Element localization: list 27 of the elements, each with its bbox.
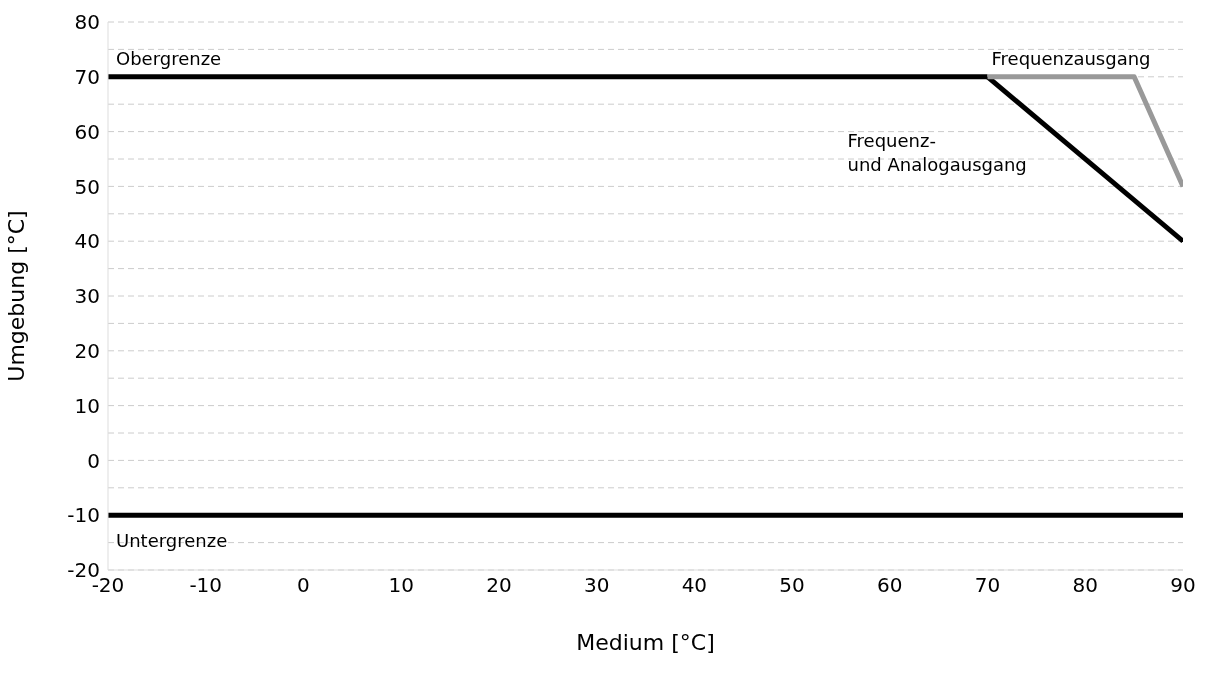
x-tick-label: 0 xyxy=(297,573,310,598)
y-tick-label: 30 xyxy=(74,284,100,309)
x-tick-label: 80 xyxy=(1072,573,1098,598)
y-tick-label: 20 xyxy=(74,338,100,363)
x-tick-label: 10 xyxy=(388,573,414,598)
y-tick-label: 60 xyxy=(74,119,100,144)
y-tick-label: 40 xyxy=(74,229,100,254)
y-tick-label: 80 xyxy=(74,10,100,35)
x-tick-label: 60 xyxy=(877,573,903,598)
y-tick-label: -10 xyxy=(67,503,100,528)
y-tick-label: 10 xyxy=(74,393,100,418)
y-tick-label: 50 xyxy=(74,174,100,199)
y-tick-label: 70 xyxy=(74,64,100,89)
x-tick-label: 70 xyxy=(974,573,1001,598)
x-tick-label: 30 xyxy=(583,573,610,598)
y-axis-title: Umgebung [°C] xyxy=(3,210,29,382)
x-tick-label: 20 xyxy=(486,573,512,598)
series-label: Untergrenze xyxy=(116,530,228,552)
x-tick-label: 50 xyxy=(779,573,805,598)
x-axis-title: Medium [°C] xyxy=(576,630,715,655)
x-tick-label: 90 xyxy=(1170,573,1196,598)
y-tick-label: 0 xyxy=(87,448,100,473)
x-tick-label: -10 xyxy=(189,573,223,598)
series-label: Obergrenze xyxy=(116,47,222,69)
series-label: Frequenzausgang xyxy=(991,47,1151,69)
series-label: Frequenz- und Analogausgang xyxy=(847,129,1027,175)
x-tick-label: 40 xyxy=(681,573,708,598)
